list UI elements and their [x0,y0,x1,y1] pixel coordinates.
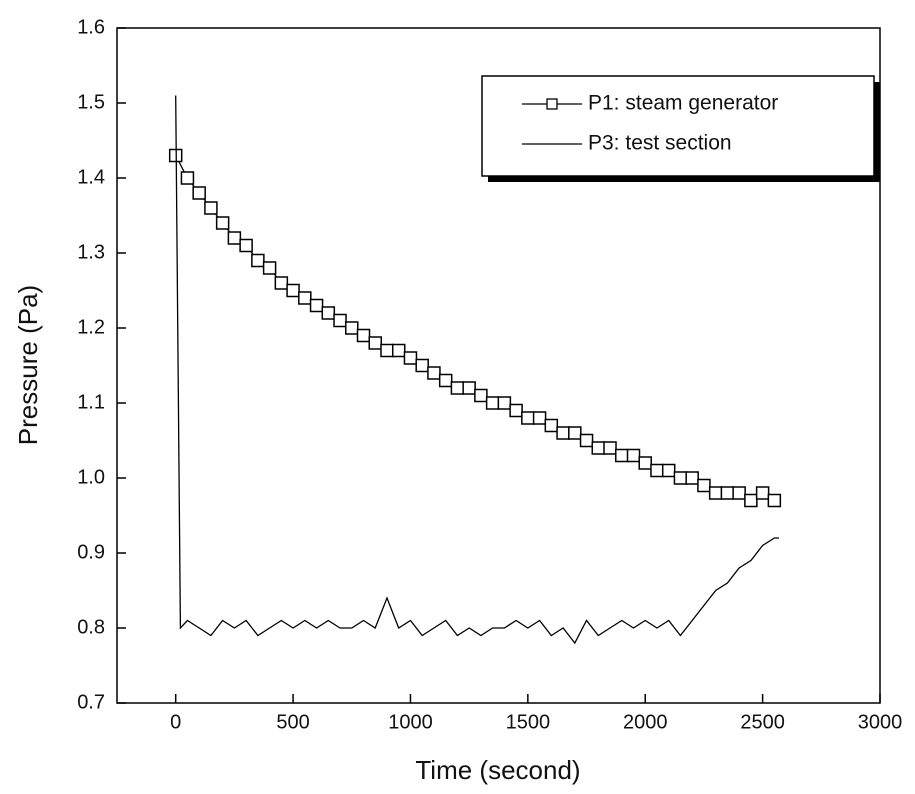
series-marker [180,171,195,185]
y-axis-title: Pressure (Pa) [13,285,43,445]
y-tick-label: 1.5 [77,91,105,113]
series-marker [532,411,547,425]
series-marker [650,463,664,478]
series-marker [356,328,371,343]
series-marker [744,493,758,508]
series-marker [568,426,582,440]
series-marker [579,433,594,448]
series-marker [239,238,253,253]
series-marker [274,276,289,290]
series-marker [615,448,629,463]
series-marker [368,336,382,350]
series-marker [603,441,617,455]
series-marker [251,253,265,268]
series-marker [767,493,782,508]
series-marker [673,471,688,485]
plot-frame [116,27,881,704]
y-tick-label: 1.2 [77,316,105,338]
series-marker [215,216,230,230]
series-marker [509,403,523,418]
series-marker [626,448,641,463]
series-marker [591,441,606,455]
series-marker [556,426,570,440]
series-marker [438,373,453,388]
series-line [175,155,775,502]
x-axis-title: Time (second) [415,755,580,785]
x-tick-label: 1000 [388,711,433,733]
series-line [175,95,779,645]
x-tick-label: 1500 [506,711,551,733]
legend-marker [546,98,558,110]
series-marker [415,358,429,373]
y-tick-label: 1.1 [77,391,105,413]
series-marker [298,291,312,305]
series-marker [321,306,336,320]
x-tick-label: 500 [276,711,309,733]
series-marker [227,231,242,245]
x-tick-label: 3000 [858,711,903,733]
series-marker [638,456,652,470]
series-marker [497,396,512,410]
series-marker [732,486,746,500]
x-tick-label: 2000 [623,711,668,733]
y-tick-label: 0.9 [77,541,105,563]
series-marker [204,201,218,215]
series-marker [427,366,441,380]
series-marker [720,486,735,500]
y-tick-label: 1.6 [77,16,105,38]
legend-label: P3: test section [588,132,732,155]
series-marker [544,418,559,433]
y-tick-label: 1.4 [77,166,105,188]
y-tick-label: 0.7 [77,691,105,713]
series-marker [262,261,277,275]
x-tick-label: 0 [170,711,181,733]
series-marker [708,486,723,500]
series-marker [474,388,488,403]
series-marker [462,381,476,395]
series-marker [380,343,394,358]
series-marker [345,321,359,335]
series-marker [450,381,465,395]
series-marker [391,343,406,358]
series-marker [333,313,347,328]
legend-box [481,75,875,177]
y-tick-label: 1.3 [77,241,105,263]
series-marker [309,298,324,313]
series-marker [661,463,676,478]
series-marker [403,351,418,365]
x-tick-label: 2500 [740,711,785,733]
legend-label: P1: steam generator [588,92,778,115]
y-tick-label: 0.8 [77,616,105,638]
series-marker [755,486,770,500]
series-marker [286,283,300,298]
series-marker [697,478,711,493]
series-marker [192,186,206,200]
series-marker [685,471,699,485]
series-marker [485,396,500,410]
series-marker [521,411,535,425]
y-tick-label: 1.0 [77,466,105,488]
